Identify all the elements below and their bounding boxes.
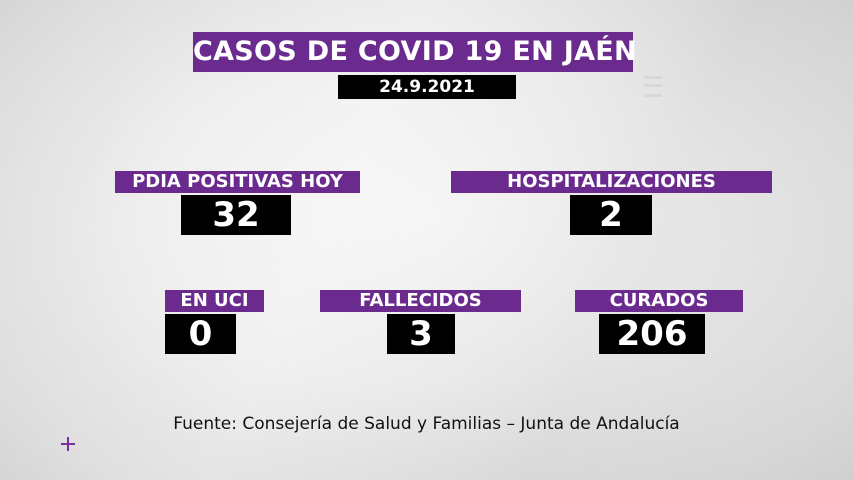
hospitalizaciones-label: HOSPITALIZACIONES [451, 171, 772, 193]
pdia-label: PDIA POSITIVAS HOY [115, 171, 360, 193]
curados-value: 206 [599, 314, 705, 354]
uci-value: 0 [165, 314, 236, 354]
page-title: CASOS DE COVID 19 EN JAÉN [193, 32, 637, 72]
pdia-value: 32 [181, 195, 291, 235]
curados-label: CURADOS [575, 290, 743, 312]
date-badge: 24.9.2021 [338, 75, 516, 99]
fallecidos-label: FALLECIDOS [320, 290, 521, 312]
source-caption: Fuente: Consejería de Salud y Familias –… [173, 414, 680, 434]
plus-icon [60, 436, 76, 452]
uci-label: EN UCI [165, 290, 264, 312]
hospitalizaciones-value: 2 [570, 195, 652, 235]
fallecidos-value: 3 [387, 314, 455, 354]
decorative-lines [644, 74, 664, 102]
